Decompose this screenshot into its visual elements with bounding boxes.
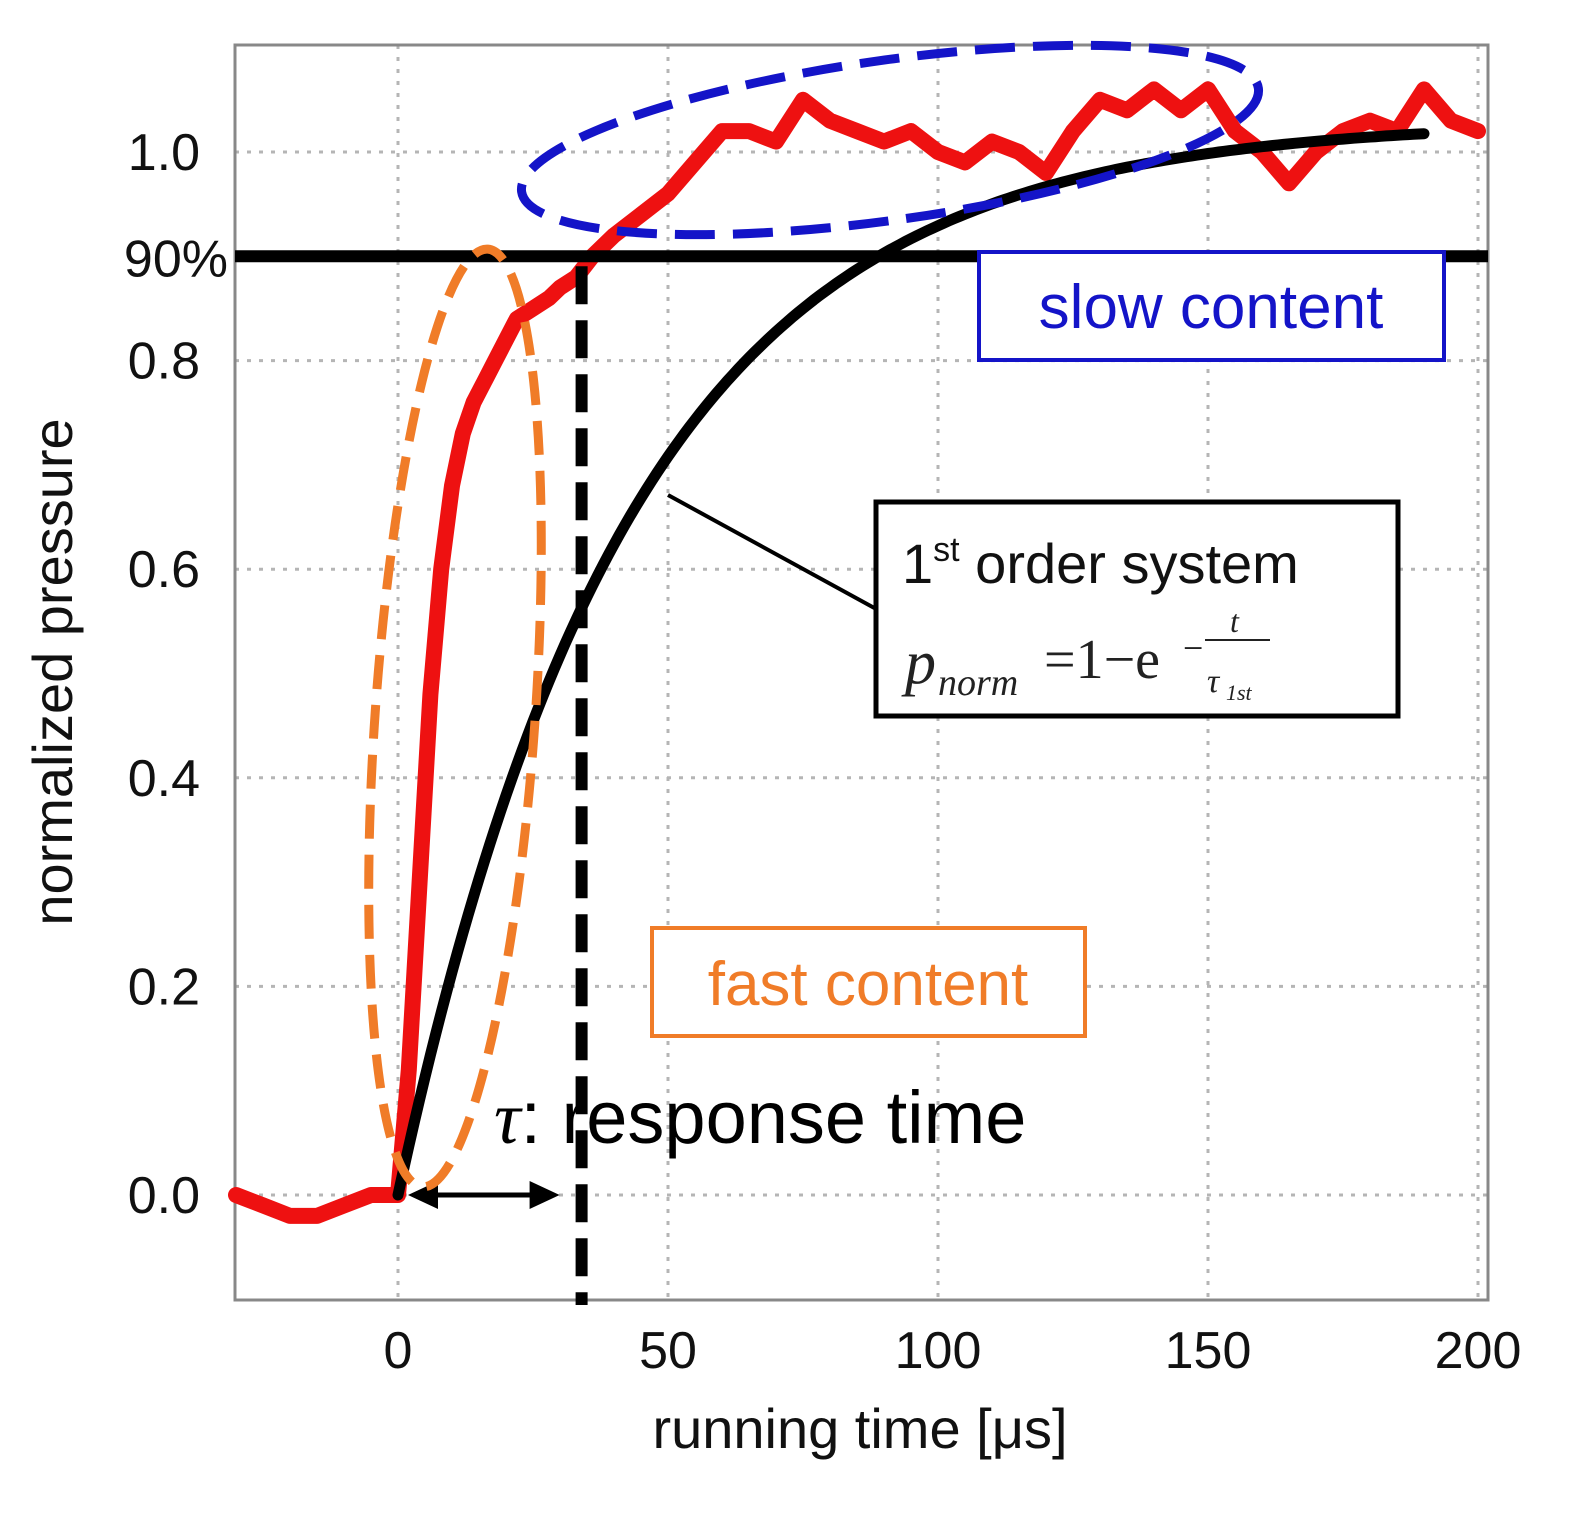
y-tick-label: 0.0 (128, 1167, 200, 1225)
x-axis-label: running time [μs] (652, 1397, 1067, 1460)
slow-content-label: slow content (1039, 273, 1384, 342)
model-title-rest: order system (960, 532, 1299, 595)
slow-content-ellipse (516, 40, 1264, 240)
y-axis-label: normalized pressure (21, 418, 84, 925)
x-axis-ticks: 0 50 100 150 200 (384, 1322, 1522, 1380)
y-axis-ticks: 0.0 0.2 0.4 0.6 0.8 1.0 (128, 124, 200, 1225)
model-box (873, 499, 1401, 719)
model-formula: p norm =1−e − t τ 1st (901, 603, 1270, 705)
plot-frame (233, 43, 1490, 1302)
series-layer (228, 81, 1486, 1224)
formula-exp-denominator-subscript: 1st (1226, 680, 1253, 705)
formula-exp-minus: − (1183, 628, 1203, 668)
y-tick-label: 1.0 (128, 124, 200, 182)
response-time-text: : response time (521, 1076, 1027, 1159)
fast-content-box (650, 926, 1087, 1038)
x-tick-label: 200 (1435, 1322, 1522, 1380)
formula-exp-denominator: τ (1207, 663, 1221, 700)
arrow-head-right (529, 1181, 560, 1209)
model-title-superscript: st (933, 531, 960, 569)
model-title-number: 1 (902, 532, 933, 595)
first-order-fit-line (392, 128, 1430, 1201)
y-tick-label: 0.4 (128, 750, 200, 808)
fast-content-ellipse (364, 244, 546, 1192)
x-tick-label: 50 (639, 1322, 697, 1380)
x-tick-label: 150 (1165, 1322, 1252, 1380)
tau-symbol: τ (494, 1078, 523, 1160)
x-tick-label: 0 (384, 1322, 413, 1380)
measured-pressure-line (228, 81, 1486, 1224)
fast-content-label: fast content (708, 950, 1029, 1019)
y-tick-label: 0.6 (128, 541, 200, 599)
formula-p: p (901, 629, 936, 697)
slow-content-box (977, 250, 1446, 362)
formula-rhs: =1−e (1044, 629, 1160, 691)
ninety-percent-label: 90% (124, 230, 228, 288)
formula-p-subscript: norm (938, 662, 1018, 704)
formula-exp-numerator: t (1230, 603, 1240, 639)
model-leader-line (667, 493, 879, 612)
y-tick-label: 0.2 (128, 958, 200, 1016)
x-tick-label: 100 (895, 1322, 982, 1380)
model-box-title: 1st order system (902, 531, 1299, 595)
response-time-label: τ: response time (494, 1076, 1026, 1160)
y-tick-label: 0.8 (128, 333, 200, 391)
